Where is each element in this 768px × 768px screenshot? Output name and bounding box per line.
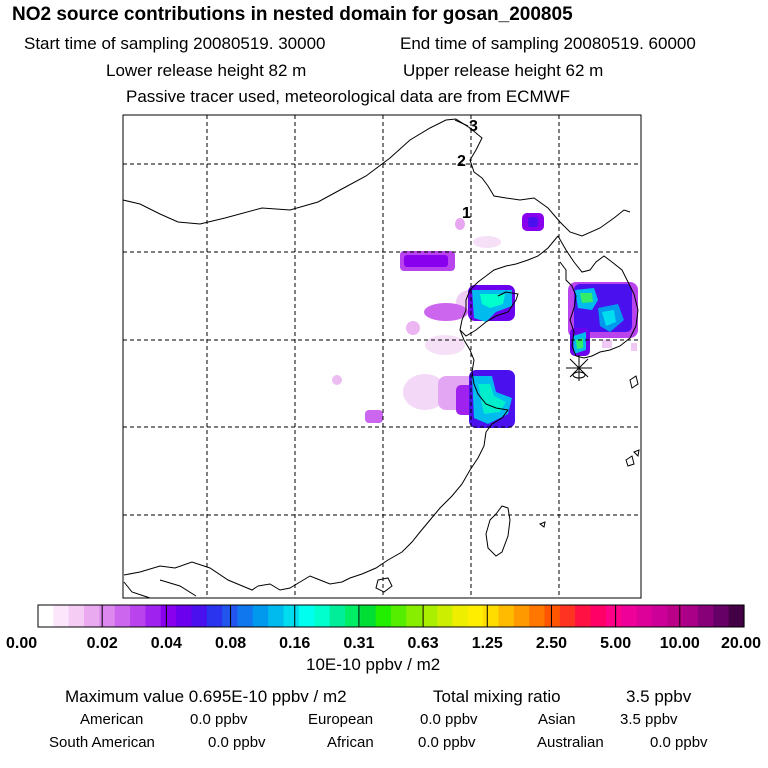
colorbar-swatch xyxy=(713,605,730,627)
maximum-value-label: Maximum value 0.695E-10 ppbv / m2 xyxy=(65,687,347,706)
colorbar-swatch xyxy=(452,605,469,627)
start-time-label: Start time of sampling 20080519. 30000 xyxy=(24,34,326,53)
colorbar-tick-label: 0.04 xyxy=(151,635,182,652)
coastlines xyxy=(122,118,640,599)
colorbar-swatch xyxy=(237,605,254,627)
region-value-south-american: 0.0 ppbv xyxy=(208,734,266,751)
colorbar-swatch xyxy=(437,605,453,627)
colorbar-swatch xyxy=(268,605,285,627)
tracer-label: Passive tracer used, meteorological data… xyxy=(126,87,571,106)
colorbar-swatch xyxy=(344,605,361,627)
colorbar-swatch xyxy=(406,605,423,627)
region-name-american: American xyxy=(80,711,144,728)
colorbar-swatch xyxy=(467,605,484,627)
colorbar-swatch xyxy=(391,605,407,627)
colorbar-swatch xyxy=(176,605,193,627)
colorbar-swatch xyxy=(53,605,70,627)
colorbar-swatch xyxy=(513,605,530,627)
colorbar-swatch xyxy=(329,605,346,627)
region-value-european: 0.0 ppbv xyxy=(420,711,478,728)
receptor-marker xyxy=(566,355,592,381)
colorbar: 0.00 0.02 0.04 0.08 0.16 0.31 0.63 1.25 2.50 5.00… xyxy=(6,604,761,652)
colorbar-tick-label: 20.00 xyxy=(721,635,761,652)
colorbar-swatch xyxy=(728,605,745,627)
colorbar-swatch xyxy=(636,605,653,627)
region-value-asian: 3.5 ppbv xyxy=(620,711,678,728)
region-value-australian: 0.0 ppbv xyxy=(650,734,708,751)
colorbar-tick-label: 10.00 xyxy=(660,635,700,652)
region-value-american: 0.0 ppbv xyxy=(190,711,248,728)
time-marker-2: 2 xyxy=(457,153,466,170)
upper-height-label: Upper release height 62 m xyxy=(403,61,604,80)
total-mixing-value: 3.5 ppbv xyxy=(626,687,692,706)
region-name-european: European xyxy=(308,711,374,728)
colorbar-swatch xyxy=(651,605,668,627)
colorbar-swatch xyxy=(360,605,377,627)
region-name-african: African xyxy=(327,734,374,751)
colorbar-tick-label: 2.50 xyxy=(536,635,567,652)
colorbar-tick-label: 0.63 xyxy=(408,635,439,652)
colorbar-tick-label: 5.00 xyxy=(600,635,631,652)
colorbar-swatch xyxy=(283,605,300,627)
graticule xyxy=(123,115,641,598)
colorbar-swatch xyxy=(605,605,622,627)
colorbar-swatch xyxy=(375,605,392,627)
colorbar-swatch xyxy=(191,605,208,627)
colorbar-tick-label: 0.08 xyxy=(215,635,246,652)
colorbar-swatch xyxy=(483,605,500,627)
colorbar-units: 10E-10 ppbv / m2 xyxy=(306,655,441,674)
colorbar-swatch xyxy=(314,605,331,627)
colorbar-swatch xyxy=(682,605,699,627)
colorbar-swatch xyxy=(697,605,714,627)
colorbar-swatch xyxy=(621,605,638,627)
colorbar-swatch xyxy=(99,605,116,627)
total-mixing-label: Total mixing ratio xyxy=(433,687,561,706)
colorbar-swatch xyxy=(667,605,684,627)
colorbar-swatch xyxy=(298,605,315,627)
lower-height-label: Lower release height 82 m xyxy=(106,61,307,80)
colorbar-tick-label: 0.16 xyxy=(279,635,310,652)
colorbar-swatch xyxy=(145,605,162,627)
colorbar-swatch xyxy=(130,605,147,627)
colorbar-swatch xyxy=(575,605,592,627)
colorbar-swatch xyxy=(559,605,576,627)
region-name-australian: Australian xyxy=(537,734,604,751)
colorbar-tick-label: 0.02 xyxy=(87,635,118,652)
region-name-asian: Asian xyxy=(538,711,576,728)
colorbar-swatch xyxy=(38,605,54,627)
colorbar-tick-label: 1.25 xyxy=(472,635,503,652)
time-marker-1: 1 xyxy=(462,205,471,222)
page-title: NO2 source contributions in nested domai… xyxy=(12,4,573,25)
colorbar-swatch xyxy=(498,605,515,627)
colorbar-swatch xyxy=(252,605,269,627)
colorbar-swatch xyxy=(114,605,131,627)
colorbar-tick-label: 0.31 xyxy=(343,635,374,652)
colorbar-swatch xyxy=(421,605,438,627)
colorbar-swatch xyxy=(544,605,561,627)
colorbar-swatch xyxy=(68,605,85,627)
colorbar-swatch xyxy=(206,605,223,627)
colorbar-swatch xyxy=(529,605,546,627)
time-marker-3: 3 xyxy=(469,118,478,135)
colorbar-swatch xyxy=(84,605,100,627)
region-value-african: 0.0 ppbv xyxy=(418,734,476,751)
colorbar-swatch xyxy=(590,605,607,627)
map-panel: 3 2 1 xyxy=(122,114,642,599)
colorbar-swatch xyxy=(160,605,177,627)
end-time-label: End time of sampling 20080519. 60000 xyxy=(400,34,696,53)
colorbar-tick-label: 0.00 xyxy=(6,635,37,652)
region-name-south-american: South American xyxy=(49,734,155,751)
